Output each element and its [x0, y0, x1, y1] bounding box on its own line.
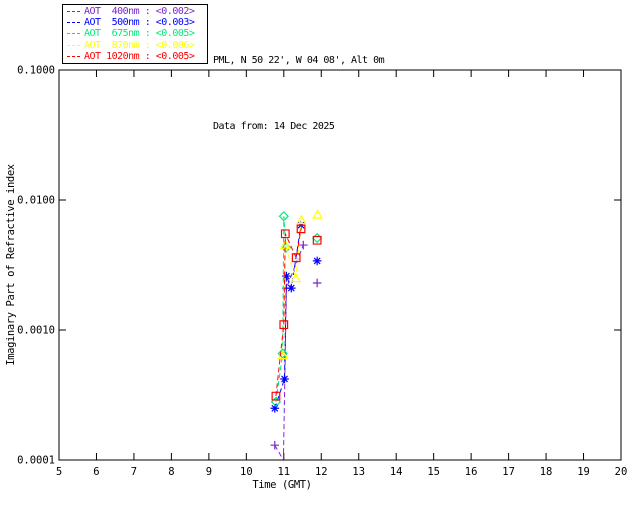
y-axis: 0.1000 0.0100 0.0010 0.0001	[17, 65, 621, 467]
legend-line-sample-aot-870nm	[67, 44, 80, 46]
marker-aot-500nm-2	[282, 271, 291, 281]
legend-entry-aot-870nm: AOT 870nm : <0.006>	[67, 40, 207, 51]
legend-line-sample-aot-500nm	[67, 22, 80, 24]
y-axis-tick-label-0.1000: 0.1000	[17, 65, 55, 77]
legend-entry-aot-1020nm: AOT 1020nm : <0.005>	[67, 51, 207, 62]
marker-aot-1020nm-3	[291, 253, 301, 263]
marker-aot-400nm-0	[270, 440, 280, 450]
marker-aot-870nm-4	[312, 209, 323, 219]
marker-aot-1020nm-0	[271, 391, 281, 401]
series-aot-675nm	[270, 211, 323, 408]
legend-line-sample-aot-675nm	[67, 33, 80, 35]
marker-aot-1020nm-1	[279, 320, 289, 330]
x-axis-tick-label-8: 8	[168, 466, 174, 478]
data-date: Data from: 14 Dec 2025	[213, 121, 335, 132]
series-line-aot-675nm	[275, 216, 287, 402]
plot-frame	[58, 69, 622, 461]
legend-entry-aot-400nm: AOT 400nm : <0.002>	[67, 6, 207, 17]
x-axis-tick-label-15: 15	[427, 466, 440, 478]
x-axis-tick-label-12: 12	[315, 466, 328, 478]
marker-aot-1020nm-5	[312, 235, 322, 245]
series-line-aot-1020nm	[275, 228, 302, 397]
x-axis-tick-label-19: 19	[577, 466, 590, 478]
x-axis-tick-label-6: 6	[93, 466, 99, 478]
x-axis-title: Time (GMT)	[252, 479, 311, 491]
x-axis-tick-label-9: 9	[206, 466, 212, 478]
series-aot-500nm	[270, 220, 322, 413]
marker-aot-675nm-4	[311, 232, 323, 244]
y-axis-tick-label-0.0010: 0.0010	[17, 325, 55, 337]
legend-entry-aot-675nm: AOT 675nm : <0.005>	[67, 28, 207, 39]
marker-aot-870nm-2	[290, 272, 302, 283]
x-axis-tick-label-18: 18	[540, 466, 553, 478]
legend-label-aot-870nm: AOT 870nm : <0.006>	[84, 39, 195, 51]
x-axis-tick-label-11: 11	[277, 466, 290, 478]
legend: AOT 400nm : <0.002> AOT 500nm : <0.003> AO…	[62, 4, 208, 64]
marker-aot-500nm-1	[280, 374, 289, 384]
marker-aot-1020nm-2	[280, 229, 290, 239]
y-axis-title: Imaginary Part of Refractive index	[5, 164, 17, 365]
legend-label-aot-500nm: AOT 500nm : <0.003>	[84, 17, 195, 29]
x-axis-tick-label-16: 16	[465, 466, 478, 478]
marker-aot-675nm-1	[277, 348, 288, 359]
marker-aot-500nm-3	[286, 283, 296, 293]
marker-aot-870nm-3	[296, 214, 307, 225]
series-line-aot-500nm	[274, 225, 302, 409]
marker-aot-1020nm-4	[296, 224, 306, 234]
x-axis-tick-label-10: 10	[240, 466, 253, 478]
legend-entry-aot-500nm: AOT 500nm : <0.003>	[67, 17, 207, 28]
x-axis-tick-label-17: 17	[502, 466, 515, 478]
station-info: PML, N 50 22', W 04 08', Alt 0m	[213, 55, 385, 66]
marker-aot-675nm-2	[278, 211, 289, 222]
legend-line-sample-aot-1020nm	[67, 55, 80, 57]
legend-line-sample-aot-400nm	[67, 11, 80, 13]
y-axis-tick-label-0.0001: 0.0001	[17, 455, 55, 467]
x-axis-tick-label-7: 7	[131, 466, 137, 478]
legend-label-aot-675nm: AOT 675nm : <0.005>	[84, 28, 195, 40]
series-aot-1020nm	[271, 224, 322, 401]
legend-label-aot-1020nm: AOT 1020nm : <0.005>	[84, 50, 195, 62]
x-axis-tick-label-5: 5	[56, 466, 62, 478]
x-axis-tick-label-13: 13	[352, 466, 365, 478]
x-axis-tick-label-20: 20	[615, 466, 628, 478]
plot-header: PML, N 50 22', W 04 08', Alt 0m Data fro…	[213, 6, 385, 182]
marker-aot-500nm-5	[312, 256, 322, 266]
marker-aot-500nm-0	[270, 403, 280, 413]
y-axis-tick-label-0.0100: 0.0100	[17, 195, 55, 207]
legend-label-aot-400nm: AOT 400nm : <0.002>	[84, 6, 195, 18]
marker-aot-400nm-4	[312, 278, 322, 288]
x-axis: 5 6 7 8 9 10 11 12 13 14 15 16 17 18 19 20	[56, 70, 627, 478]
x-axis-tick-label-14: 14	[390, 466, 403, 478]
marker-aot-400nm-3	[298, 240, 308, 250]
